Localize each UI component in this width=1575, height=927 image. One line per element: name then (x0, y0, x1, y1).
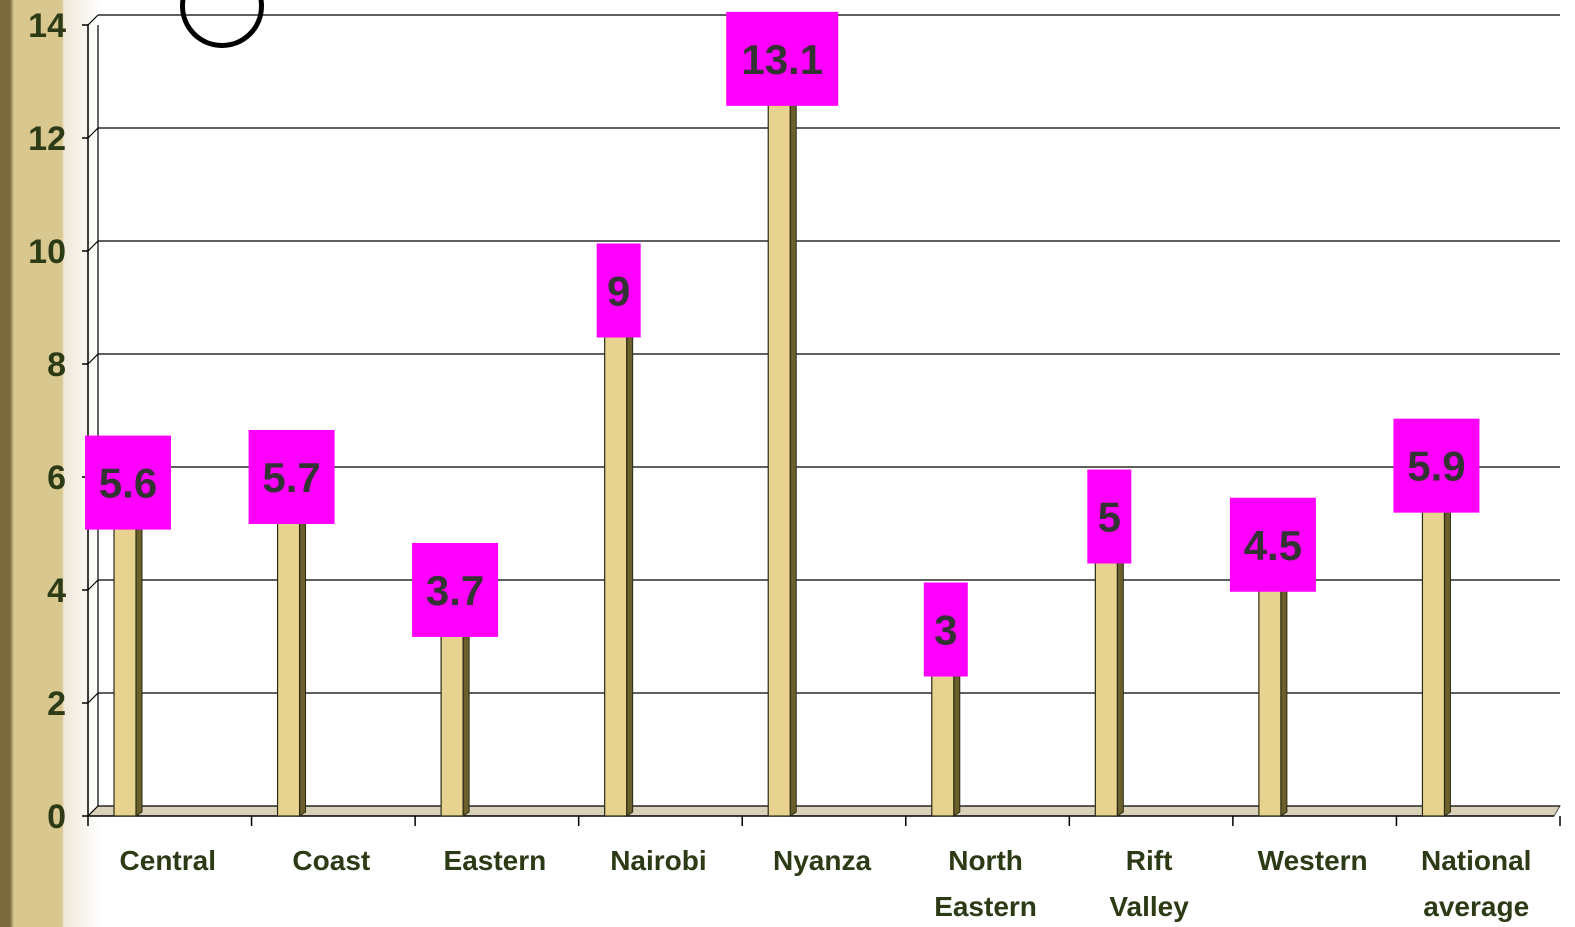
gridline-depth (87, 805, 99, 817)
x-category-label: Valley (1109, 891, 1189, 922)
value-label: 4.5 (1244, 522, 1302, 569)
x-category-label: average (1423, 891, 1529, 922)
value-label-box (1087, 469, 1132, 564)
y-tick-label: 2 (47, 685, 66, 723)
gridline-depth (87, 353, 99, 365)
bar-side (1280, 556, 1288, 817)
y-axis-ticks: 0 2 4 6 8 10 12 14 (28, 7, 88, 836)
grid-layer (86, 14, 1561, 817)
bar (276, 493, 301, 817)
x-category-label: Western (1258, 845, 1368, 876)
value-label: 13.1 (741, 36, 823, 83)
value-label-box (1393, 418, 1480, 513)
y-tick-label: 10 (28, 233, 66, 271)
x-category-label: North (948, 845, 1023, 876)
y-tick-label: 6 (47, 459, 66, 497)
x-category-label: Coast (292, 845, 370, 876)
x-category-label: Eastern (934, 891, 1037, 922)
x-category-label: Nyanza (773, 845, 871, 876)
bar-side (1443, 477, 1451, 817)
y-tick-label: 8 (47, 346, 66, 384)
bar (604, 306, 628, 817)
y-tick-label: 0 (47, 798, 66, 836)
value-label-box (596, 243, 641, 338)
value-label: 3.7 (426, 567, 484, 614)
value-label: 5 (1098, 494, 1121, 541)
bar (113, 499, 137, 817)
y-tick-label: 12 (28, 120, 66, 158)
value-label-box (726, 11, 839, 106)
bar (440, 606, 464, 817)
x-category-label: Rift (1126, 845, 1173, 876)
value-label-box (923, 582, 968, 677)
x-category-label: National (1421, 845, 1531, 876)
bars (112, 70, 1453, 817)
x-category-label: Eastern (444, 845, 547, 876)
bar-side (626, 302, 634, 817)
value-label-box (412, 542, 499, 637)
bar (767, 75, 791, 817)
value-label-box (248, 429, 335, 524)
bar (1094, 532, 1118, 817)
value-label-box (85, 435, 171, 530)
bar-side (299, 489, 307, 817)
gridline-depth (87, 692, 99, 704)
bar-side (1116, 528, 1124, 817)
gridline-depth (87, 127, 99, 139)
y-tick-label: 14 (28, 7, 66, 45)
bar (1421, 482, 1446, 817)
value-label: 5.6 (99, 460, 157, 507)
y-tick-label: 4 (47, 572, 66, 610)
slide-side-strip (0, 0, 100, 927)
bar-side (135, 494, 143, 817)
value-label: 9 (607, 268, 630, 315)
value-label: 5.9 (1407, 443, 1465, 490)
bar (1258, 561, 1282, 817)
value-label-box (1229, 497, 1316, 592)
gridline-depth (87, 14, 99, 26)
x-category-label: Central (120, 845, 216, 876)
bar-side (789, 70, 797, 817)
value-labels: 5.6 5.7 3.7 9 13.1 3 5 4.5 5.9 (85, 11, 1480, 677)
value-label: 5.7 (262, 454, 320, 501)
value-label: 3 (934, 607, 957, 654)
x-axis-categories: Central Coast Eastern Nairobi Nyanza North Eas… (87, 816, 1561, 922)
gridline-depth (87, 240, 99, 252)
chart-floor (86, 805, 1561, 817)
gridline-depth (87, 579, 99, 591)
x-category-label: Nairobi (610, 845, 706, 876)
